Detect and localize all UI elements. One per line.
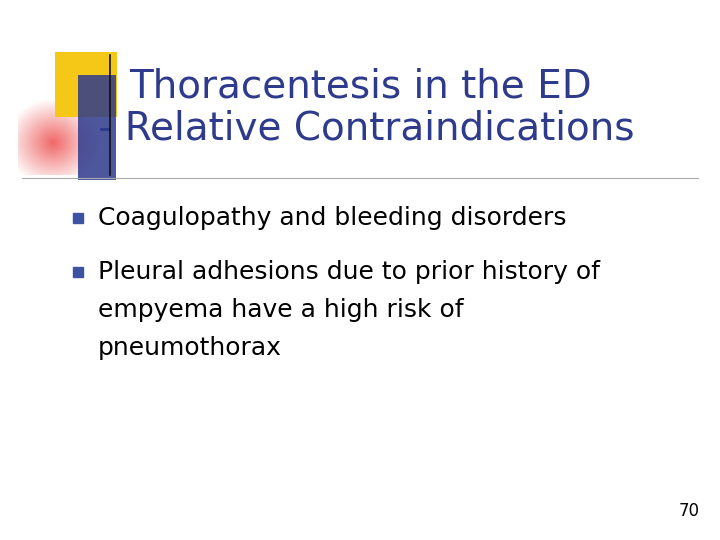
Bar xyxy=(55,52,117,117)
Text: - Relative Contraindications: - Relative Contraindications xyxy=(86,110,634,148)
Text: 70: 70 xyxy=(679,502,700,520)
Text: pneumothorax: pneumothorax xyxy=(98,336,282,360)
Text: Coagulopathy and bleeding disorders: Coagulopathy and bleeding disorders xyxy=(98,206,567,230)
Bar xyxy=(78,75,116,180)
Text: Thoracentesis in the ED: Thoracentesis in the ED xyxy=(129,68,591,106)
Text: Pleural adhesions due to prior history of: Pleural adhesions due to prior history o… xyxy=(98,260,600,284)
Text: empyema have a high risk of: empyema have a high risk of xyxy=(98,298,464,322)
